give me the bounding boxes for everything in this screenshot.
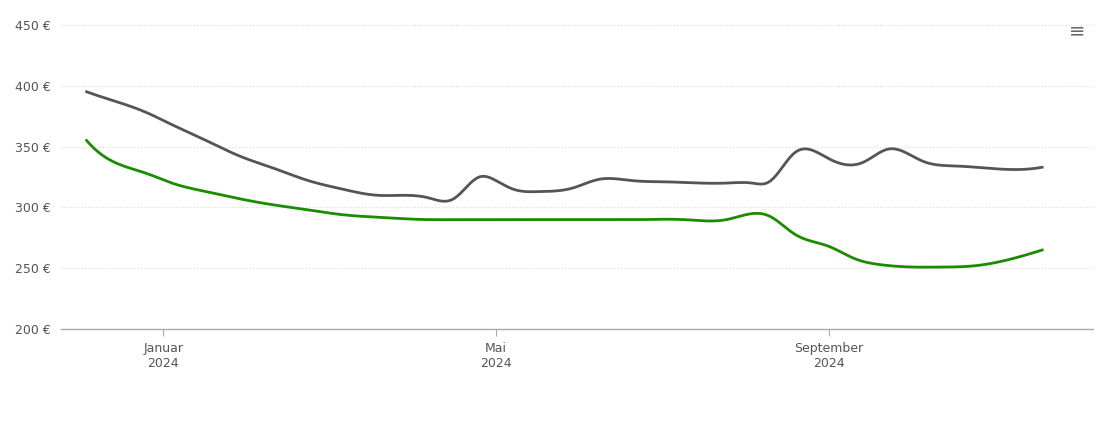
Text: ≡: ≡ — [1069, 21, 1086, 40]
lose Ware — [917, 265, 930, 270]
lose Ware — [83, 141, 97, 146]
lose Ware — [886, 263, 899, 268]
Sackware — [83, 90, 97, 95]
lose Ware — [665, 217, 678, 222]
Sackware — [80, 89, 93, 94]
lose Ware — [646, 217, 659, 222]
Sackware — [949, 163, 962, 168]
Sackware — [649, 179, 663, 184]
lose Ware — [949, 264, 962, 269]
Line: lose Ware: lose Ware — [87, 141, 1042, 267]
Sackware — [668, 179, 682, 184]
lose Ware — [80, 138, 93, 143]
Sackware — [652, 179, 665, 184]
Sackware — [1036, 165, 1049, 170]
lose Ware — [649, 217, 663, 222]
lose Ware — [1036, 247, 1049, 252]
Sackware — [888, 146, 901, 151]
Line: Sackware: Sackware — [87, 92, 1042, 201]
Sackware — [438, 199, 452, 204]
